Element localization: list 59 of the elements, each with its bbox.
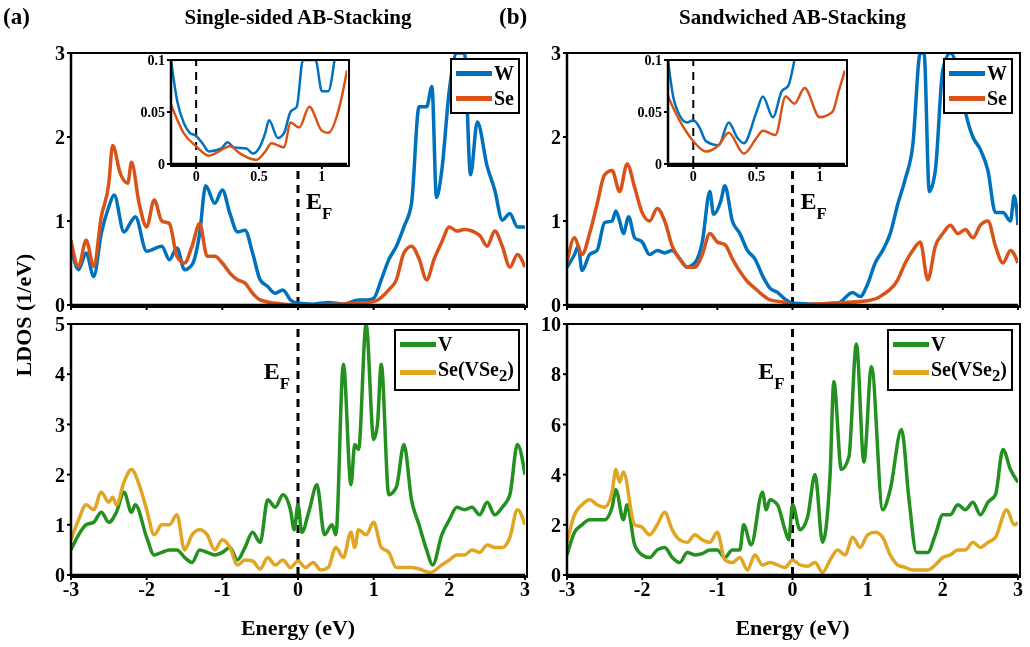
x-tick-label: 2: [937, 578, 948, 601]
x-axis-title: Energy (eV): [239, 615, 357, 641]
y-tick-label: 2: [551, 126, 561, 149]
x-tick-label: -1: [709, 578, 726, 601]
y-tick-label: 2: [551, 513, 561, 536]
x-tick-label: 0.5: [250, 168, 268, 184]
x-tick-label: 1: [862, 578, 873, 601]
chart-title: Sandwiched AB-Stacking: [678, 5, 907, 30]
y-tick-label: 0.1: [147, 52, 165, 68]
ref-line-label: E$_{F}$: [800, 188, 827, 223]
x-tick-label: 0: [192, 168, 200, 184]
y-axis-title: LDOS (1/eV): [11, 252, 37, 379]
y-tick-label: 0.1: [644, 52, 662, 68]
x-tick-label: -2: [633, 578, 651, 601]
x-axis-title: Energy (eV): [734, 615, 851, 641]
x-tick-label: 3: [520, 578, 530, 601]
legend-label: W: [987, 61, 1007, 86]
legend-label: Se(VSe$_{2}$): [930, 357, 1007, 387]
chart-title: Single-sided AB-Stacking: [183, 5, 413, 30]
x-tick-label: 1: [318, 168, 326, 184]
y-tick-label: 0: [158, 156, 165, 172]
legend-label: Se: [987, 86, 1007, 111]
y-tick-label: 4: [55, 363, 65, 386]
x-tick-label: 2: [444, 578, 455, 601]
x-tick-label: 0: [293, 578, 303, 601]
y-tick-label: 2: [55, 126, 65, 149]
y-tick-label: 0: [655, 156, 662, 172]
ref-line-label: E$_{F}$: [306, 188, 333, 223]
x-tick-label: -2: [138, 578, 155, 601]
y-tick-label: 3: [551, 42, 561, 65]
y-tick-label: 1: [551, 210, 561, 233]
y-tick-label: 2: [55, 463, 65, 486]
y-tick-label: 3: [55, 42, 65, 65]
x-tick-label: 0.5: [747, 168, 766, 184]
y-tick-label: 3: [55, 413, 65, 436]
x-tick-label: -1: [214, 578, 231, 601]
legend-label: Se(VSe$_{2}$): [437, 357, 514, 387]
legend-label: V: [930, 332, 946, 357]
x-tick-label: 3: [1013, 578, 1023, 601]
ref-line-label: E$_{F}$: [758, 358, 785, 393]
x-tick-label: 1: [368, 578, 379, 601]
x-tick-label: 0: [787, 578, 798, 601]
legend-label: Se: [494, 86, 514, 111]
text: (a): [3, 4, 30, 30]
y-tick-label: 0: [55, 564, 65, 587]
y-tick-label: 6: [551, 413, 561, 436]
y-tick-label: 0: [551, 564, 561, 587]
y-tick-label: 4: [551, 463, 561, 486]
y-tick-label: 1: [55, 513, 65, 536]
y-tick-label: 0.05: [637, 104, 662, 120]
y-tick-label: 8: [551, 363, 561, 386]
x-tick-label: 1: [816, 168, 824, 184]
ref-line-label: E$_{F}$: [263, 358, 290, 393]
x-tick-label: 0: [689, 168, 697, 184]
legend-label: W: [494, 61, 514, 86]
y-tick-label: 0.05: [140, 104, 165, 120]
text: (b): [499, 4, 528, 30]
legend-label: V: [437, 332, 453, 357]
y-tick-label: 1: [55, 210, 65, 233]
